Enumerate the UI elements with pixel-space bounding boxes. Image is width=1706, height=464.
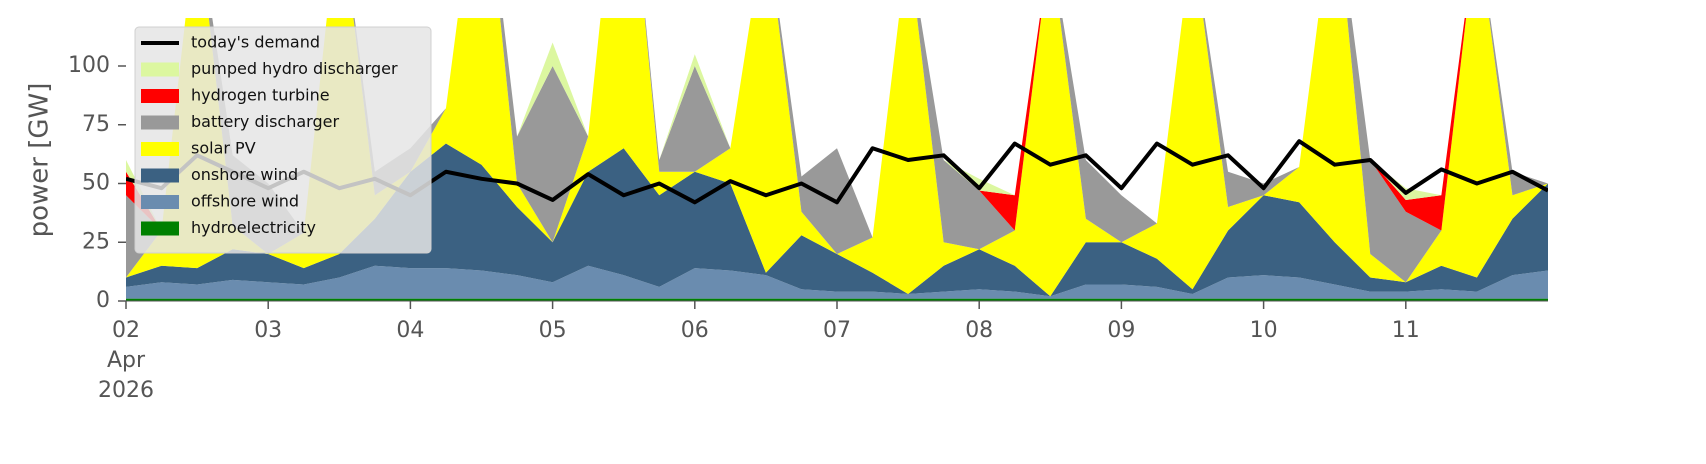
legend-swatch bbox=[141, 62, 179, 77]
x-tick-label: 02 Apr 2026 bbox=[98, 318, 154, 403]
y-tick-label: 25 bbox=[82, 229, 110, 254]
area bbox=[126, 18, 1548, 283]
legend-swatch bbox=[141, 89, 179, 103]
legend-box bbox=[134, 26, 432, 254]
area bbox=[126, 143, 1548, 297]
legend-swatch bbox=[141, 195, 179, 209]
y-tick-label: 50 bbox=[82, 171, 110, 196]
area bbox=[126, 18, 1548, 297]
x-tick-label: 11 bbox=[1391, 318, 1420, 343]
legend-swatch bbox=[141, 221, 179, 236]
legend-label: today's demand bbox=[191, 33, 320, 52]
x-tick-label: 09 bbox=[1107, 318, 1136, 343]
x-tick-label: 05 bbox=[538, 318, 567, 343]
legend-label: onshore wind bbox=[191, 165, 298, 184]
legend-label: battery discharger bbox=[191, 112, 339, 131]
legend-label: pumped hydro discharger bbox=[191, 59, 398, 78]
legend-swatch bbox=[141, 142, 179, 156]
x-tick-label: 10 bbox=[1249, 318, 1278, 343]
y-tick-label: 0 bbox=[96, 288, 110, 313]
y-tick-label: 75 bbox=[82, 112, 110, 137]
legend-swatch bbox=[141, 168, 179, 183]
legend-label: hydrogen turbine bbox=[191, 86, 330, 105]
y-axis-label: power [GW] bbox=[25, 83, 55, 238]
area bbox=[126, 298, 1548, 301]
x-tick-label: 08 bbox=[965, 318, 994, 343]
legend-label: offshore wind bbox=[191, 192, 299, 211]
area bbox=[126, 265, 1548, 299]
legend-label: solar PV bbox=[191, 139, 256, 158]
legend-label: hydroelectricity bbox=[191, 218, 316, 237]
x-tick-label: 06 bbox=[680, 318, 709, 343]
x-tick-label: 04 bbox=[396, 318, 425, 343]
legend-swatch bbox=[141, 115, 179, 130]
x-tick-label: 03 bbox=[254, 318, 283, 343]
y-tick-label: 100 bbox=[68, 53, 110, 78]
x-tick-label: 07 bbox=[823, 318, 851, 343]
